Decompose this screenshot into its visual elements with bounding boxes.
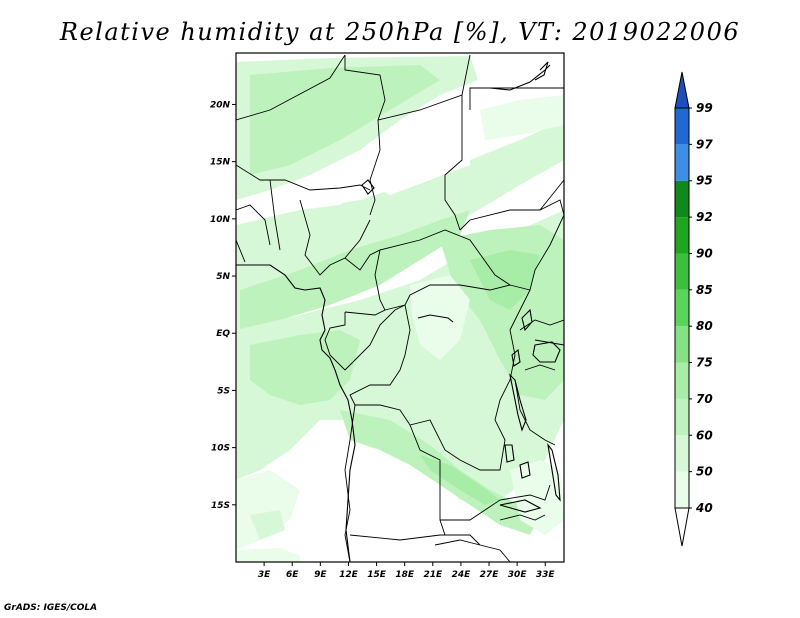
- colorbar-swatch: [675, 217, 689, 254]
- colorbar-label: 40: [695, 501, 713, 515]
- coast-sinai: [534, 61, 549, 81]
- colorbar-swatch: [675, 362, 689, 399]
- x-tick-label: 9E: [314, 570, 327, 580]
- colorbar-swatch: [675, 289, 689, 327]
- colorbar-swatch: [675, 253, 689, 290]
- x-tick-label: 24E: [452, 570, 472, 580]
- colorbar-swatch: [675, 435, 689, 472]
- x-tick-label: 30E: [508, 570, 528, 580]
- border-libya-chad: [377, 54, 471, 121]
- colorbar-label: 97: [696, 137, 713, 151]
- colorbar-label: 50: [696, 465, 713, 479]
- x-tick-label: 6E: [286, 570, 299, 580]
- lake-albert: [521, 308, 533, 332]
- y-tick-label: 20N: [210, 100, 231, 110]
- river-congo: [417, 314, 454, 323]
- colorbar-swatch: [675, 326, 689, 363]
- country-borders: [236, 54, 564, 562]
- border-namibia: [349, 534, 481, 546]
- colorbar-upper-triangle: [674, 71, 690, 109]
- y-tick-label: 15S: [211, 501, 230, 511]
- footer-credit: GrADS: IGES/COLA: [4, 603, 98, 613]
- lake-chad: [361, 179, 375, 195]
- x-tick-label: 27E: [480, 570, 500, 580]
- colorbar-swatch: [675, 180, 689, 218]
- border-cameroon: [344, 249, 386, 316]
- colorbar-outline: [674, 107, 690, 509]
- lake-victoria: [532, 341, 561, 363]
- border-algeria-mali: [236, 54, 346, 121]
- x-tick-label: 3E: [258, 570, 271, 580]
- lake-kariba: [499, 499, 542, 513]
- colorbar-label: 80: [696, 319, 713, 333]
- border-ethiopia: [539, 179, 564, 211]
- coast-red-sea: [470, 64, 551, 91]
- colorbar-label: 99: [696, 101, 713, 115]
- x-tick-label: 12E: [339, 570, 359, 580]
- colorbar-label: 90: [696, 246, 713, 260]
- humidity-gap-north: [300, 175, 360, 210]
- humidity-gap-east: [410, 275, 470, 360]
- lake-bangweulu: [519, 461, 531, 479]
- y-tick-label: 15N: [210, 158, 231, 168]
- border-niger-south: [236, 164, 371, 191]
- humidity-shading: [236, 56, 564, 562]
- map-frame: [235, 52, 565, 563]
- lake-tanganyika: [509, 373, 527, 432]
- humidity-region-southwest-spot: [250, 510, 285, 540]
- humidity-region-north-inner: [250, 65, 440, 175]
- y-tick-label: 10S: [211, 444, 230, 454]
- border-car: [379, 229, 512, 311]
- border-botswana: [434, 539, 511, 562]
- colorbar-label: 70: [696, 392, 713, 406]
- border-congo: [324, 304, 406, 371]
- lake-malawi: [547, 443, 561, 502]
- coast-gulf-of-guinea: [236, 264, 356, 562]
- colorbar-swatch: [675, 144, 689, 181]
- humidity-gap-northcentral: [370, 125, 470, 195]
- humidity-region-southwest: [236, 470, 300, 550]
- coastlines: [236, 61, 561, 562]
- x-tick-label: 15E: [367, 570, 387, 580]
- colorbar-label: 60: [696, 428, 713, 442]
- lake-mweru: [504, 444, 515, 463]
- border-angola-zambia: [409, 424, 446, 536]
- x-tick-label: 18E: [395, 570, 415, 580]
- lake-kivu: [511, 348, 521, 367]
- border-nigeria: [299, 199, 371, 276]
- colorbar-swatch: [675, 471, 689, 508]
- y-tick-label: EQ: [216, 329, 230, 339]
- colorbar-label: 92: [696, 210, 713, 224]
- y-tick-label: 5S: [217, 386, 230, 396]
- humidity-region-bottom: [236, 548, 300, 562]
- humidity-region-central-core: [250, 330, 360, 405]
- border-niger-chad: [369, 119, 381, 216]
- border-west-coast-states: [236, 179, 281, 263]
- border-south-sudan: [459, 199, 564, 291]
- y-tick-label: 10N: [210, 215, 231, 225]
- colorbar-label: 85: [696, 283, 713, 297]
- border-zambia: [440, 484, 551, 521]
- colorbar-swatch: [675, 398, 689, 436]
- colorbar-swatch: [675, 108, 689, 145]
- chart-title: Relative humidity at 250hPa [%], VT: 201…: [59, 18, 741, 46]
- x-axis-ticks: 3E 6E 9E 12E 15E 18E 21E 24E 27E 30E 33E: [258, 562, 556, 580]
- colorbar-label: 95: [696, 174, 713, 188]
- colorbar: 40 50 60 70 75 80 85 90 92 95 97 99: [674, 71, 713, 547]
- x-tick-label: 33E: [536, 570, 556, 580]
- x-tick-label: 21E: [423, 570, 443, 580]
- humidity-region-northeast: [480, 95, 564, 140]
- humidity-region-diagonal-core: [240, 210, 470, 330]
- border-zimbabwe: [499, 514, 546, 521]
- border-tanzania: [514, 379, 556, 446]
- border-sudan-chad: [444, 95, 463, 231]
- border-angola: [344, 404, 356, 562]
- colorbar-lower-triangle: [674, 507, 690, 547]
- y-axis-ticks: 20N 15N 10N 5N EQ 5S 10S 15S: [210, 100, 236, 511]
- border-algeria-libya: [344, 55, 386, 121]
- y-tick-label: 5N: [216, 272, 230, 282]
- colorbar-label: 75: [696, 356, 713, 370]
